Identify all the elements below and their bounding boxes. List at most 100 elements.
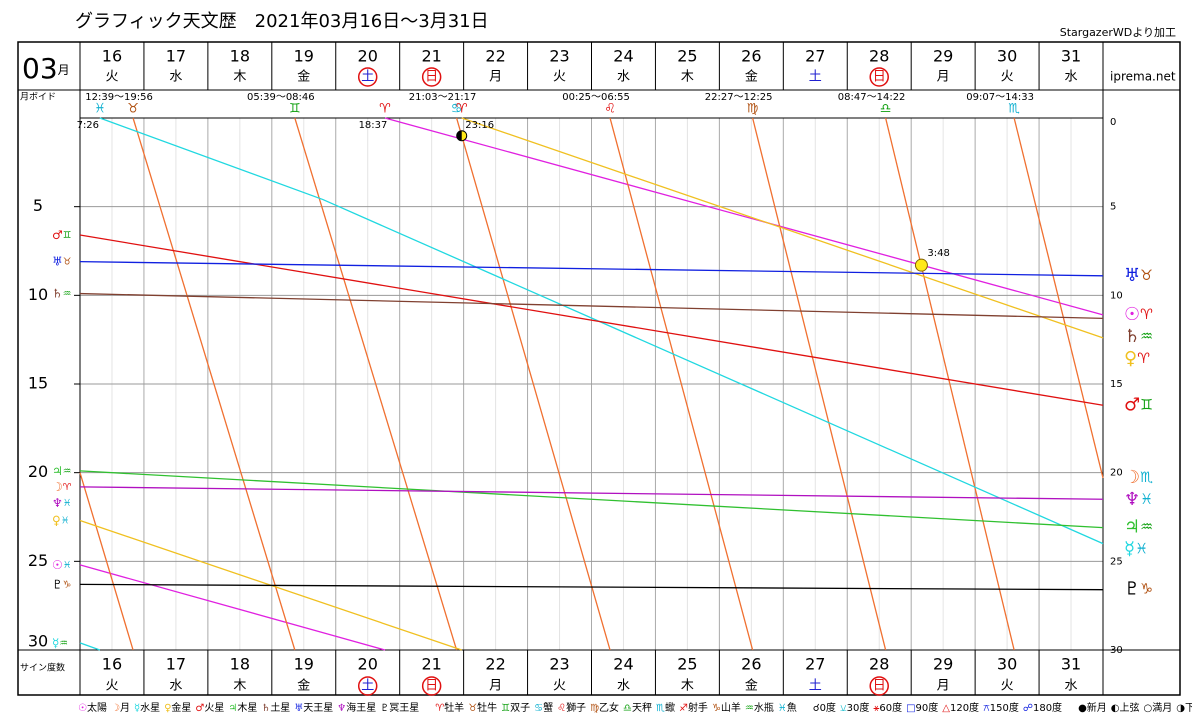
legend-name: 太陽 [87, 701, 107, 714]
legend-symbol: ♏ [656, 703, 665, 714]
legend-entry: ♒水瓶 [745, 701, 774, 714]
legend-symbol: ♌ [557, 703, 566, 714]
ingress-sign: ♓ [94, 102, 106, 117]
end-label: ♃♒ [1124, 517, 1153, 538]
planet-symbol: ♃ [1124, 517, 1140, 538]
legend-symbol: ⚹ [873, 703, 879, 714]
full-moon [914, 258, 928, 272]
legend-symbol: ♆ [337, 703, 346, 714]
planet-symbol: ♅ [52, 254, 63, 268]
y-tick-label-right: 5 [1110, 202, 1116, 213]
legend-entry: ♑山羊 [712, 701, 741, 714]
title: グラフィック天文歴 2021年03月16日～3月31日 [75, 11, 489, 32]
planet-symbol: ♄ [1124, 326, 1140, 347]
weekday-label: 土 [361, 70, 374, 85]
end-label: ☉♈ [1124, 304, 1153, 325]
planet-line [79, 486, 1104, 500]
ingress-time: 18:37 [359, 120, 388, 131]
y-tick-label-right: 10 [1110, 290, 1123, 301]
legend-name: 射手 [688, 701, 708, 714]
weekday-label: 土 [809, 70, 822, 85]
sign-symbol: ♓ [1140, 492, 1153, 508]
day-label: 20 [358, 655, 378, 674]
planet-line [884, 117, 1015, 651]
weekday-label: 金 [745, 69, 758, 85]
day-label: 24 [613, 655, 633, 674]
legend-name: 水星 [140, 702, 160, 714]
day-label: 23 [549, 47, 569, 66]
planet-symbol: ☉ [52, 557, 63, 571]
plot-frame [79, 117, 1104, 651]
legend-symbol: ♓ [778, 703, 787, 714]
sign-symbol: ♉ [1140, 268, 1153, 284]
legend-entry: ♉牡牛 [468, 701, 497, 714]
legend-entry: ♇冥王星 [380, 702, 419, 714]
legend-entry: ☿水星 [134, 702, 160, 714]
weekday-label: 水 [1065, 679, 1078, 694]
day-label: 23 [549, 655, 569, 674]
planet-line [751, 117, 887, 651]
planet-line [1013, 117, 1104, 479]
planet-line [384, 117, 1104, 316]
legend-entry: ●新月 [1078, 701, 1107, 714]
weekday-label: 木 [233, 70, 246, 85]
weekday-label: 木 [681, 70, 694, 85]
planet-symbol: ☉ [1124, 304, 1140, 325]
holiday-circle [869, 676, 889, 696]
sign-symbol: ♊ [63, 230, 72, 241]
legend-symbol: ♐ [679, 703, 688, 714]
sign-symbol: ♓ [63, 560, 72, 571]
legend-entry: ☉太陽 [78, 701, 107, 714]
planet-symbol: ♀ [1124, 348, 1137, 369]
legend-entry: □90度 [906, 701, 938, 714]
legend-symbol: ☍ [1023, 703, 1033, 714]
weekday-label: 土 [809, 679, 822, 694]
y-tick-label-right: 20 [1110, 468, 1123, 479]
weekday-label: 月 [937, 679, 950, 694]
day-label: 24 [613, 47, 633, 66]
day-label: 26 [741, 655, 761, 674]
weekday-label: 金 [297, 69, 310, 85]
legend-entry: ○満月 [1144, 702, 1173, 714]
weekday-label: 水 [617, 70, 630, 85]
outer-frame [17, 41, 1181, 696]
sign-symbol: ♑ [1140, 582, 1153, 598]
legend-entry: ⚺30度 [840, 701, 869, 714]
legend-name: 蟹 [543, 701, 553, 714]
legend-entry: ♀金星 [164, 701, 191, 714]
legend-name: 上弦 [1120, 701, 1140, 714]
day-label: 31 [1061, 47, 1081, 66]
legend-symbol: ○ [1144, 703, 1153, 714]
legend-name: 火星 [204, 702, 224, 714]
legend-entry: ◐上弦 [1111, 701, 1140, 714]
legend-symbol: ⚺ [840, 703, 847, 714]
start-label: ♀♓ [52, 513, 69, 527]
legend-name: 0度 [820, 701, 836, 714]
planet-line [609, 117, 754, 651]
sign-symbol: ♓ [61, 516, 70, 527]
ingress-sign: ♍ [747, 102, 759, 117]
day-label: 25 [677, 47, 697, 66]
legend-entry: ◑下弦 [1176, 701, 1192, 714]
legend-name: 天秤 [632, 702, 652, 714]
legend-symbol: ☿ [134, 703, 140, 714]
day-label: 29 [933, 655, 953, 674]
weekday-label: 木 [681, 679, 694, 694]
weekday-label: 月 [937, 70, 950, 85]
legend-name: 下弦 [1185, 701, 1192, 714]
legend-name: 新月 [1087, 701, 1107, 714]
holiday-circle [869, 67, 889, 87]
sign-symbol: ♓ [1135, 542, 1148, 558]
day-label: 20 [358, 47, 378, 66]
weekday-label: 土 [361, 679, 374, 694]
legend-name: 水瓶 [754, 701, 774, 714]
legend-entry: ♊双子 [501, 702, 530, 714]
ingress-time: 7:26 [77, 120, 99, 131]
month: 03 [22, 52, 58, 85]
planet-symbol: ♂ [52, 228, 63, 242]
end-label: ♂♊ [1124, 394, 1153, 415]
ingress-sign: ♋ [451, 102, 463, 117]
planet-line [294, 117, 458, 651]
void-label: 月ボイド [20, 92, 56, 103]
legend-symbol: ◐ [1111, 703, 1120, 714]
